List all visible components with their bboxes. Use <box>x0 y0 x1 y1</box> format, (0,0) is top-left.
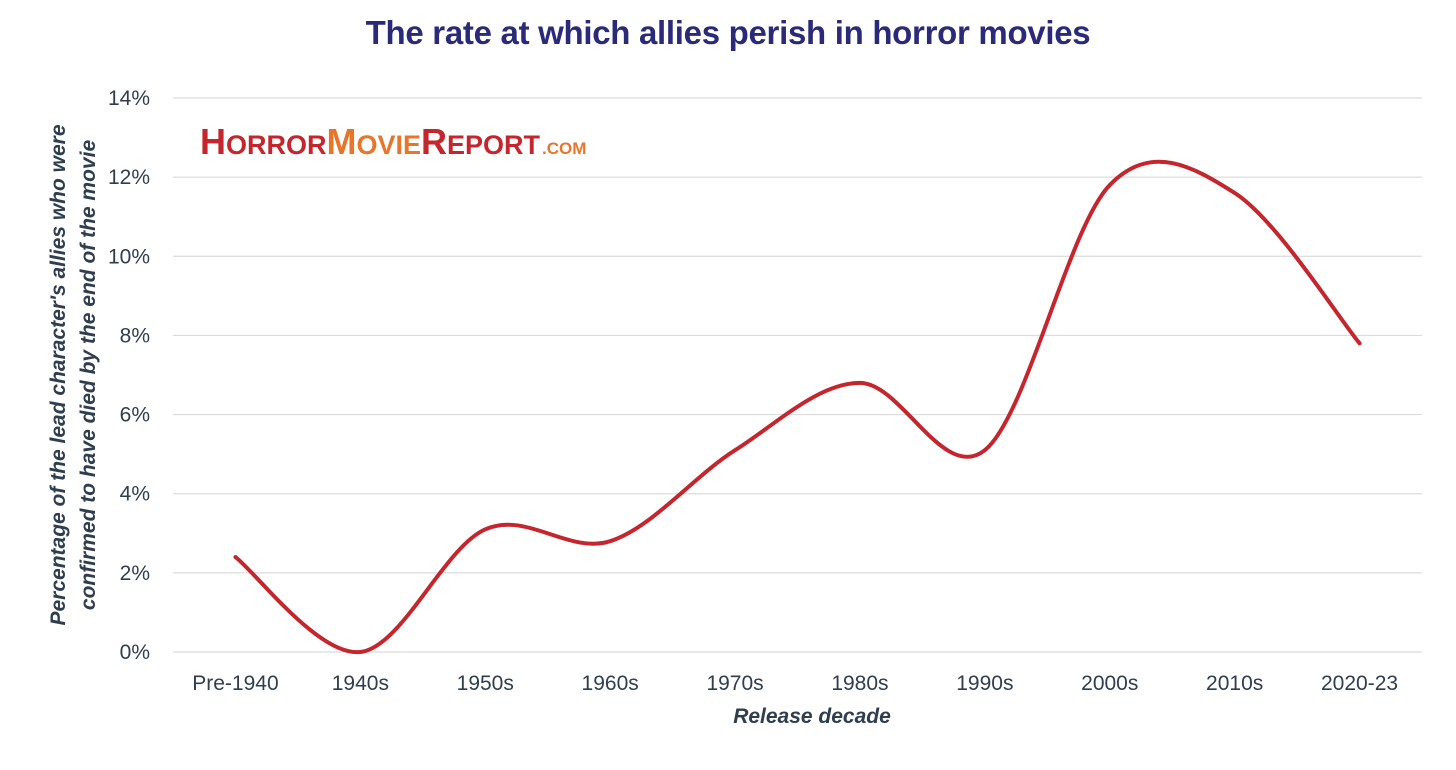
x-tick-label: 1960s <box>582 672 639 695</box>
logo-movie-initial: M <box>326 121 357 162</box>
data-point <box>858 381 862 385</box>
data-point <box>358 650 362 654</box>
y-tick-label: 4% <box>120 483 150 506</box>
x-tick-label: 1940s <box>332 672 389 695</box>
gridlines <box>173 97 1422 653</box>
y-axis-title-line-2: confirmed to have died by the end of the… <box>77 140 100 611</box>
chart-title: The rate at which allies perish in horro… <box>365 14 1091 51</box>
y-tick-label: 10% <box>108 245 150 268</box>
data-point <box>1108 183 1112 187</box>
logo-report-initial: R <box>421 121 448 162</box>
x-tick-label: 1980s <box>831 672 888 695</box>
y-axis-ticks: 0% 2% 4% 6% 8% 10% 12% 14% <box>108 87 150 664</box>
y-tick-label: 12% <box>108 166 150 189</box>
logo-domain: .COM <box>542 139 587 158</box>
data-point <box>983 448 987 452</box>
data-point <box>733 448 737 452</box>
y-axis-title-line-1: Percentage of the lead character's allie… <box>47 124 70 625</box>
x-axis-ticks: Pre-1940 1940s 1950s 1960s 1970s 1980s 1990s 20… <box>192 672 1398 695</box>
x-tick-label: 1970s <box>706 672 763 695</box>
y-tick-label: 14% <box>108 87 150 110</box>
y-tick-label: 6% <box>120 404 150 427</box>
data-point <box>1358 341 1362 345</box>
logo-report-rest: EPORT <box>447 130 541 160</box>
data-point <box>608 539 612 543</box>
brand-logo: HORRORMOVIEREPORT .COM <box>200 124 586 160</box>
logo-horror-initial: H <box>200 121 226 162</box>
y-tick-label: 0% <box>120 641 150 664</box>
x-tick-label: 2020-23 <box>1321 672 1398 695</box>
data-point <box>233 555 237 559</box>
data-point <box>1233 191 1237 195</box>
y-tick-label: 8% <box>120 324 150 347</box>
x-tick-label: 1950s <box>457 672 514 695</box>
x-tick-label: 2000s <box>1081 672 1138 695</box>
series-group <box>233 159 1362 655</box>
x-axis-title: Release decade <box>733 705 891 728</box>
x-tick-label: 1990s <box>956 672 1013 695</box>
logo-horror-rest: ORROR <box>226 130 327 160</box>
x-tick-label: Pre-1940 <box>192 672 278 695</box>
series-line <box>233 159 1362 655</box>
y-axis-title: Percentage of the lead character's allie… <box>47 124 100 625</box>
x-tick-label: 2010s <box>1206 672 1263 695</box>
data-point <box>483 527 487 531</box>
y-tick-label: 2% <box>120 562 150 585</box>
logo-movie-rest: OVIE <box>356 130 422 160</box>
